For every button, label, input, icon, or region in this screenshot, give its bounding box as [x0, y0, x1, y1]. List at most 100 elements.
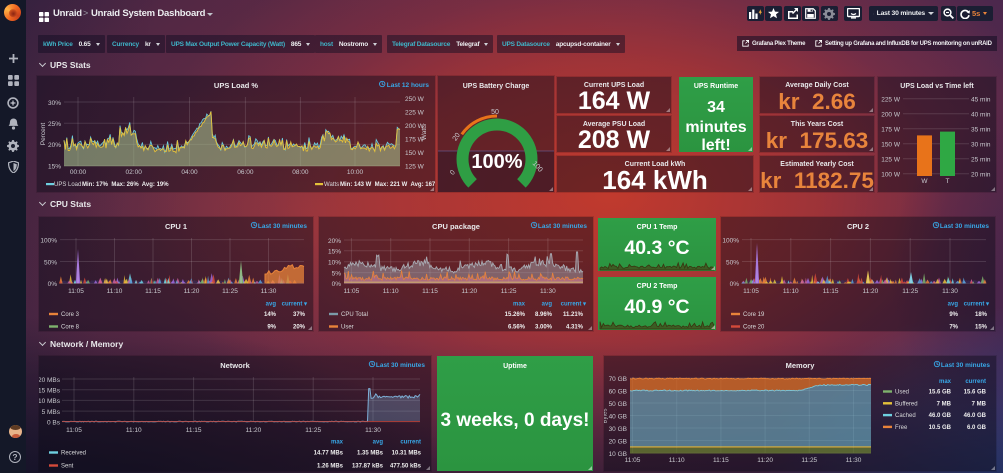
svg-text:15.26%: 15.26% [505, 312, 526, 318]
svg-text:Bytes: Bytes [604, 408, 609, 423]
svg-text:50%: 50% [726, 259, 739, 266]
svg-text:46.0 GB: 46.0 GB [964, 413, 987, 419]
svg-text:3.00%: 3.00% [535, 325, 553, 331]
svg-text:Last 12 hours: Last 12 hours [387, 82, 430, 89]
svg-text:15%: 15% [48, 163, 61, 170]
svg-text:Last 30 minutes: Last 30 minutes [940, 223, 990, 230]
svg-text:7 MB: 7 MB [972, 401, 987, 407]
svg-text:11:10: 11:10 [126, 427, 142, 434]
svg-text:20%: 20% [293, 325, 306, 331]
svg-text:30%: 30% [48, 100, 61, 107]
svg-text:150 W: 150 W [405, 150, 425, 157]
svg-text:00:00: 00:00 [70, 169, 87, 176]
svg-text:11:15: 11:15 [422, 288, 438, 295]
svg-text:10 MBs: 10 MBs [39, 398, 61, 405]
svg-text:100%: 100% [40, 237, 57, 244]
svg-text:15.6 GB: 15.6 GB [964, 390, 987, 396]
svg-text:5%: 5% [332, 270, 342, 277]
svg-text:6.56%: 6.56% [508, 325, 526, 331]
svg-text:8.96%: 8.96% [535, 312, 553, 318]
svg-text:Watts: Watts [421, 123, 428, 140]
svg-text:02:00: 02:00 [126, 169, 143, 176]
svg-text:100%: 100% [471, 151, 522, 173]
svg-text:minutes: minutes [685, 119, 746, 136]
svg-text:max: max [513, 302, 526, 308]
svg-text:11:20: 11:20 [246, 427, 262, 434]
svg-text:150 W: 150 W [881, 141, 901, 148]
svg-text:7%: 7% [949, 325, 958, 331]
svg-text:164 kWh: 164 kWh [602, 165, 708, 192]
svg-text:06:00: 06:00 [237, 169, 254, 176]
svg-text:Received: Received [61, 451, 86, 457]
svg-text:Used: Used [895, 390, 909, 396]
svg-text:10.31 MBs: 10.31 MBs [392, 451, 422, 457]
svg-text:45 min: 45 min [971, 96, 991, 103]
svg-text:11:10: 11:10 [107, 288, 123, 295]
svg-text:37%: 37% [293, 312, 306, 318]
svg-text:11.21%: 11.21% [563, 312, 584, 318]
svg-text:11:05: 11:05 [344, 288, 360, 295]
svg-text:Core 20: Core 20 [743, 325, 765, 331]
svg-text:70 GB: 70 GB [609, 376, 627, 383]
svg-text:Current UPS Load: Current UPS Load [584, 82, 644, 89]
svg-text:Core 8: Core 8 [61, 325, 80, 331]
svg-text:10.5 GB: 10.5 GB [929, 425, 952, 431]
svg-text:100%: 100% [722, 237, 739, 244]
svg-text:11:30: 11:30 [540, 288, 556, 295]
svg-text:Core 19: Core 19 [743, 312, 765, 318]
svg-text:40.9 °C: 40.9 °C [624, 296, 689, 318]
svg-text:50: 50 [491, 109, 499, 116]
svg-text:Min: 143 W Max: 221 W Avg: 1: Min: 143 W Max: 221 W Avg: 167 W [340, 182, 435, 188]
svg-text:avg: avg [542, 302, 553, 308]
svg-text:1.26 MBs: 1.26 MBs [317, 464, 344, 470]
svg-text:14%: 14% [264, 312, 277, 318]
svg-text:Cached: Cached [895, 413, 916, 419]
svg-text:9%: 9% [267, 325, 276, 331]
svg-text:175 W: 175 W [881, 126, 901, 133]
svg-text:46.0 GB: 46.0 GB [929, 413, 952, 419]
svg-text:7 MB: 7 MB [937, 401, 952, 407]
svg-text:125 W: 125 W [405, 164, 425, 171]
svg-text:40.3 °C: 40.3 °C [624, 237, 689, 259]
svg-text:11:10: 11:10 [383, 288, 399, 295]
svg-text:Core 3: Core 3 [61, 312, 80, 318]
svg-text:kr 2.66: kr 2.66 [778, 89, 856, 113]
svg-text:20%: 20% [48, 142, 61, 149]
svg-text:avg: avg [373, 440, 384, 446]
svg-text:Last 30 minutes: Last 30 minutes [941, 362, 991, 369]
svg-text:avg: avg [266, 302, 277, 308]
svg-text:6.0 GB: 6.0 GB [967, 425, 987, 431]
svg-text:11:20: 11:20 [757, 457, 773, 464]
svg-text:200 W: 200 W [881, 111, 901, 118]
svg-text:CPU 1: CPU 1 [165, 222, 187, 231]
svg-text:Percent: Percent [40, 123, 47, 146]
svg-text:5 MBs: 5 MBs [42, 409, 61, 416]
svg-text:25%: 25% [48, 121, 61, 128]
svg-text:11:05: 11:05 [66, 427, 82, 434]
svg-text:W: W [921, 178, 928, 185]
svg-text:11:25: 11:25 [902, 288, 918, 295]
svg-text:15%: 15% [328, 249, 341, 256]
svg-text:11:25: 11:25 [222, 288, 238, 295]
svg-text:CPU 2 Temp: CPU 2 Temp [637, 283, 678, 290]
svg-text:11:15: 11:15 [823, 288, 839, 295]
svg-text:CPU Total: CPU Total [341, 312, 368, 318]
svg-text:Average Daily Cost: Average Daily Cost [785, 82, 849, 89]
svg-text:34: 34 [707, 99, 725, 116]
svg-text:Sent: Sent [61, 464, 74, 470]
svg-text:11:15: 11:15 [186, 427, 202, 434]
svg-text:10:00: 10:00 [347, 169, 364, 176]
svg-text:11:15: 11:15 [145, 288, 161, 295]
svg-text:11:05: 11:05 [68, 288, 84, 295]
svg-text:200 W: 200 W [405, 123, 425, 130]
svg-text:11:05: 11:05 [625, 457, 641, 464]
svg-text:20 min: 20 min [971, 171, 991, 178]
svg-text:20 GB: 20 GB [609, 438, 627, 445]
svg-text:UPS Battery Charge: UPS Battery Charge [463, 83, 530, 90]
svg-text:kr 175.63: kr 175.63 [766, 128, 869, 152]
svg-text:10%: 10% [328, 260, 341, 267]
svg-text:Last 30 minutes: Last 30 minutes [538, 223, 588, 230]
svg-text:50 GB: 50 GB [609, 401, 627, 408]
svg-text:125 W: 125 W [881, 156, 901, 163]
svg-text:15 MBs: 15 MBs [39, 388, 61, 395]
